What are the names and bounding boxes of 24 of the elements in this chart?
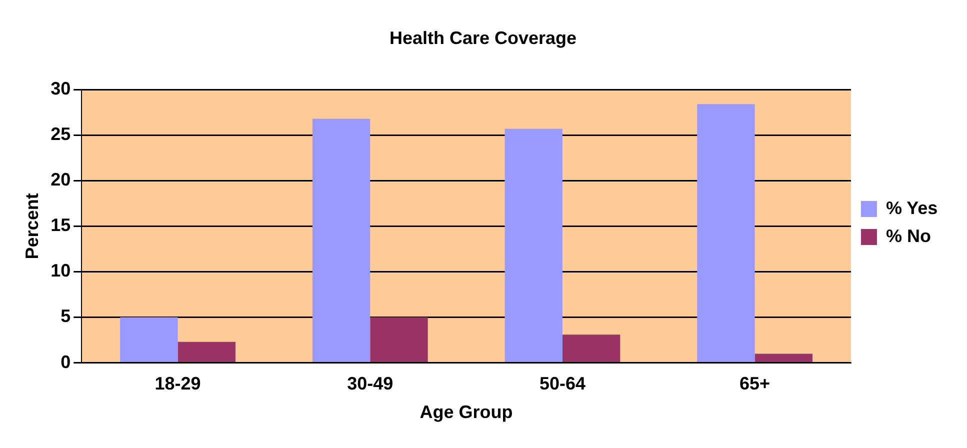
y-tick-label: 25 [50, 124, 71, 144]
x-tick-label: 18-29 [154, 374, 201, 394]
bar [504, 128, 562, 362]
y-tick-label: 10 [50, 260, 71, 281]
x-tick-label: 30-49 [347, 374, 394, 394]
y-tick-label: 20 [50, 170, 71, 190]
y-tick-label: 0 [60, 352, 71, 372]
y-axis-title: Percent [22, 193, 42, 260]
bar [754, 354, 812, 362]
bar [697, 104, 755, 362]
bar [178, 342, 236, 362]
y-tick-label: 15 [50, 215, 71, 236]
x-tick-label: 65+ [740, 374, 770, 394]
x-tick-label: 50-64 [539, 374, 586, 394]
bar [562, 334, 620, 362]
bar [370, 317, 428, 362]
bar [120, 317, 178, 362]
legend-label: % Yes [886, 198, 938, 218]
legend-label: % No [886, 226, 931, 246]
bar [312, 118, 370, 362]
y-tick-label: 5 [60, 306, 71, 326]
chart-title: Health Care Coverage [389, 28, 577, 48]
x-axis-title: Age Group [420, 402, 513, 422]
y-tick-label: 30 [50, 78, 71, 99]
